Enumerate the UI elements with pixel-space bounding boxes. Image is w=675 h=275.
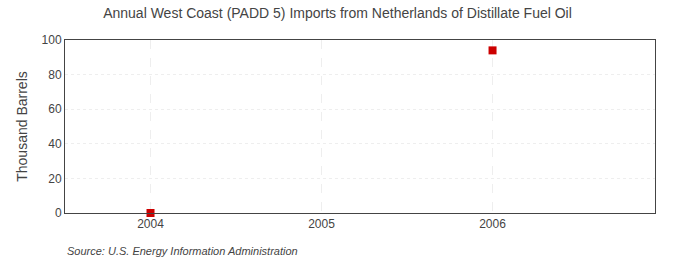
svg-text:100: 100 — [42, 33, 62, 47]
svg-text:0: 0 — [55, 206, 62, 220]
svg-text:2004: 2004 — [137, 217, 164, 231]
svg-text:80: 80 — [48, 68, 62, 82]
svg-text:40: 40 — [48, 137, 62, 151]
svg-text:2006: 2006 — [479, 217, 506, 231]
svg-text:Annual West Coast (PADD 5) Imp: Annual West Coast (PADD 5) Imports from … — [103, 5, 572, 21]
svg-text:2005: 2005 — [308, 217, 335, 231]
svg-text:60: 60 — [48, 102, 62, 116]
svg-text:Source: U.S. Energy Informatio: Source: U.S. Energy Information Administ… — [67, 245, 298, 257]
svg-text:20: 20 — [48, 172, 62, 186]
svg-text:Thousand Barrels: Thousand Barrels — [14, 71, 30, 182]
